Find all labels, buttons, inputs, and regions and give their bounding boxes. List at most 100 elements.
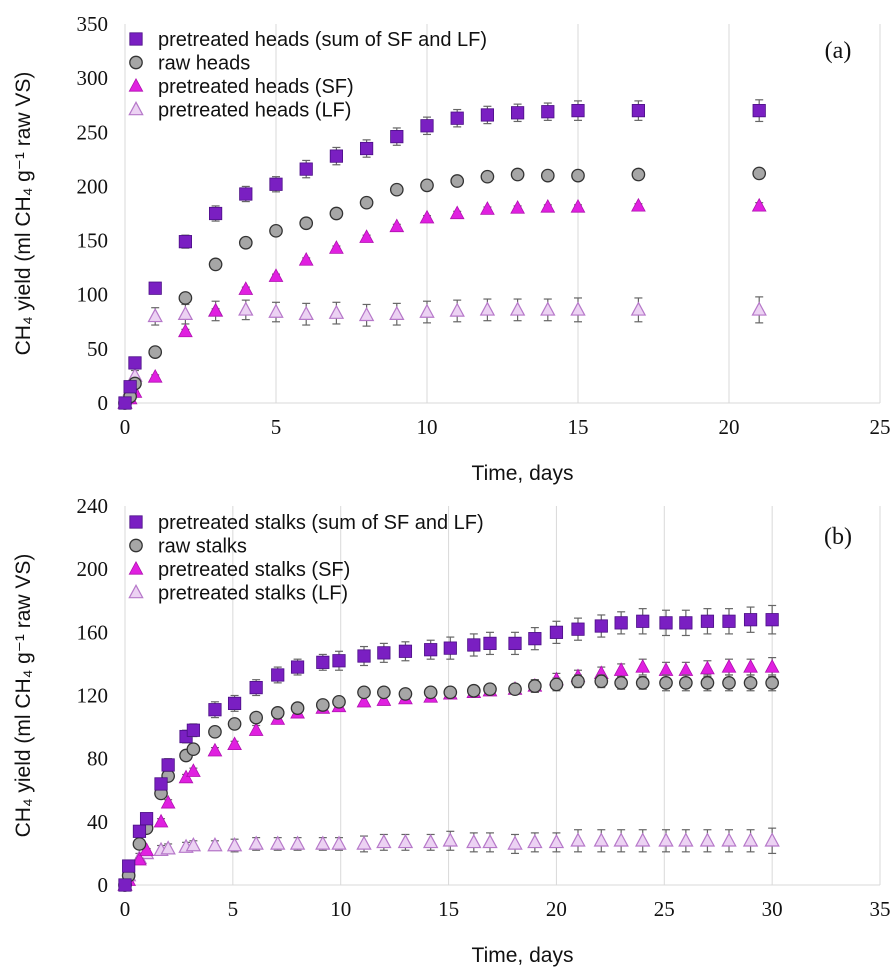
data-point xyxy=(398,687,413,701)
data-point xyxy=(742,832,759,847)
data-point xyxy=(483,636,497,650)
x-axis-title: Time, days xyxy=(472,944,574,967)
x-tick-label: 15 xyxy=(438,897,459,921)
data-point xyxy=(269,177,283,191)
y-axis-title: CH₄ yield (ml CH₄ g⁻¹ raw VS) xyxy=(12,554,35,838)
data-point xyxy=(571,168,585,183)
data-point xyxy=(480,108,495,122)
data-point xyxy=(420,178,434,193)
y-tick-label: 240 xyxy=(77,494,109,518)
data-point xyxy=(509,301,526,316)
data-point xyxy=(442,832,459,847)
x-tick-label: 25 xyxy=(870,415,891,439)
data-point xyxy=(268,268,284,282)
data-point xyxy=(571,104,585,118)
data-point xyxy=(635,659,651,673)
data-point xyxy=(721,832,737,847)
legend-entry: raw heads xyxy=(158,53,250,75)
data-point xyxy=(227,696,242,710)
data-point xyxy=(239,187,253,201)
data-point xyxy=(271,668,285,682)
legend-entry: raw stalks xyxy=(158,536,247,558)
data-point xyxy=(743,659,758,673)
data-point xyxy=(548,833,565,849)
series-circle xyxy=(118,166,767,410)
data-point xyxy=(315,698,330,712)
x-tick-label: 35 xyxy=(870,897,891,921)
data-point xyxy=(328,304,345,319)
y-axis-title: CH₄ yield (ml CH₄ g⁻¹ raw VS) xyxy=(12,72,35,356)
data-point xyxy=(376,692,392,706)
data-point xyxy=(480,201,495,215)
x-tick-label: 30 xyxy=(762,897,783,921)
data-point xyxy=(316,655,330,669)
series-square xyxy=(118,604,779,892)
data-point xyxy=(132,851,147,866)
data-point xyxy=(299,162,313,176)
data-point xyxy=(659,616,673,630)
data-point xyxy=(298,252,314,266)
data-point xyxy=(269,223,283,238)
legend-entry: pretreated stalks (sum of SF and LF) xyxy=(158,512,484,534)
data-point xyxy=(483,682,497,697)
x-tick-label: 20 xyxy=(719,415,740,439)
data-point xyxy=(594,674,609,689)
data-point xyxy=(480,169,495,184)
panel-label: (a) xyxy=(825,38,852,64)
legend-entry: pretreated stalks (SF) xyxy=(158,559,350,581)
data-point xyxy=(700,676,715,690)
legend-marker xyxy=(128,560,144,575)
data-point xyxy=(178,291,193,305)
data-point xyxy=(208,257,223,272)
legend-entry: pretreated stalks (LF) xyxy=(158,583,348,605)
data-point xyxy=(466,833,482,849)
y-tick-label: 100 xyxy=(77,283,109,307)
data-point xyxy=(147,307,163,323)
data-point xyxy=(752,104,766,118)
data-point xyxy=(449,205,465,220)
data-point xyxy=(449,302,465,317)
data-point xyxy=(132,824,147,838)
x-tick-label: 5 xyxy=(228,897,239,921)
data-point xyxy=(635,676,650,690)
data-point xyxy=(631,104,646,118)
data-point xyxy=(207,742,223,757)
legend-marker xyxy=(128,77,144,92)
data-point xyxy=(178,235,192,249)
data-point xyxy=(208,206,223,221)
data-point xyxy=(185,837,202,852)
data-point xyxy=(679,676,693,690)
y-tick-label: 0 xyxy=(98,391,109,415)
data-point xyxy=(614,676,628,690)
data-point xyxy=(635,832,651,847)
data-point xyxy=(226,837,243,852)
data-point xyxy=(423,685,438,700)
panel-label: (b) xyxy=(824,524,852,550)
data-point xyxy=(299,216,314,231)
legend-entry: pretreated heads (LF) xyxy=(158,100,351,122)
data-point xyxy=(571,622,585,636)
data-point xyxy=(443,641,457,655)
data-point xyxy=(541,105,555,119)
data-point xyxy=(466,683,481,698)
data-point xyxy=(443,685,458,700)
y-tick-label: 200 xyxy=(77,174,109,198)
data-point xyxy=(540,168,555,183)
data-point xyxy=(298,305,314,321)
data-point xyxy=(482,833,498,849)
data-point xyxy=(270,835,286,850)
y-tick-label: 50 xyxy=(87,337,108,361)
data-point xyxy=(123,380,137,394)
legend-marker xyxy=(128,584,144,599)
data-point xyxy=(290,701,305,715)
data-point xyxy=(549,625,564,639)
x-tick-label: 20 xyxy=(546,897,567,921)
legend-marker xyxy=(129,32,143,46)
data-point xyxy=(268,303,284,318)
y-tick-label: 120 xyxy=(77,684,109,708)
data-point xyxy=(377,685,391,700)
data-point xyxy=(419,303,435,318)
data-point xyxy=(177,305,194,321)
